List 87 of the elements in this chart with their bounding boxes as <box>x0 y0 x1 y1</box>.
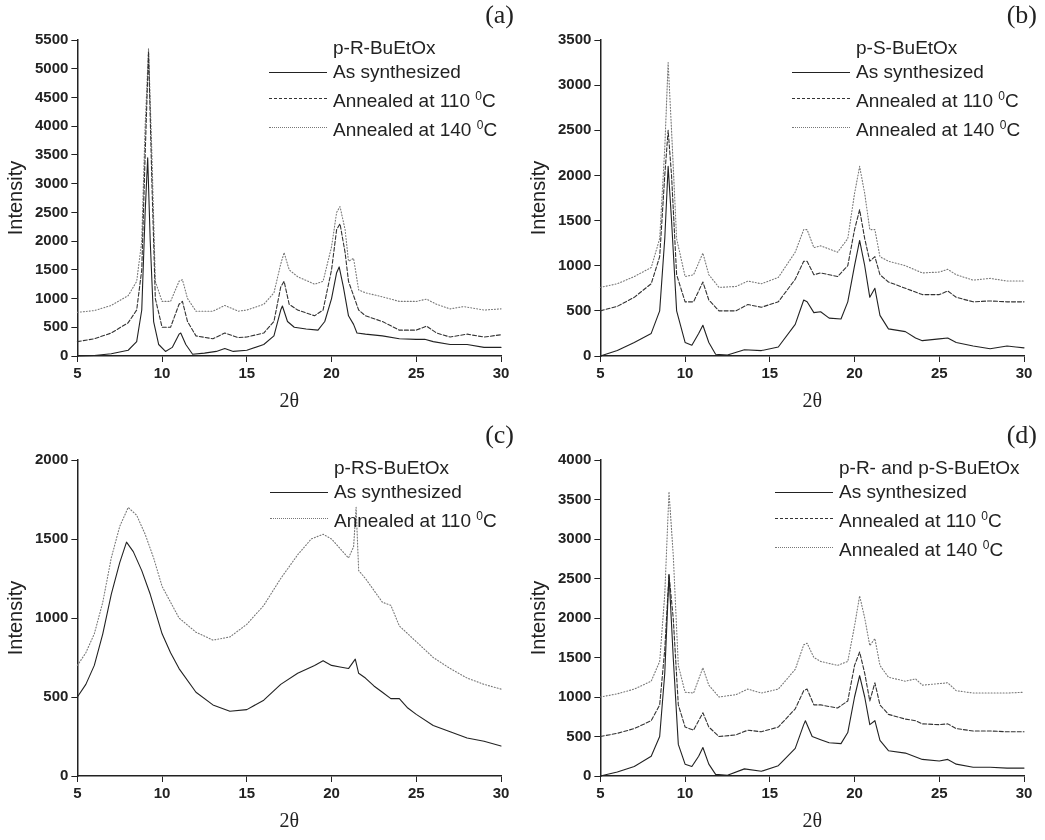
x-tick-label: 30 <box>492 784 510 802</box>
y-tick-label: 1000 <box>34 288 69 306</box>
x-tick-label: 20 <box>323 364 340 382</box>
legend-label: Annealed at 110 $^{0}$C <box>839 508 1002 534</box>
y-tick-label: 2500 <box>557 568 592 586</box>
y-tick-label: 500 <box>566 726 592 744</box>
y-tick-label: 1000 <box>557 687 592 705</box>
text: (d) <box>1006 420 1037 450</box>
y-tick-label: 1000 <box>34 608 69 626</box>
x-tick-label: 15 <box>761 364 779 382</box>
y-tick-label: 3500 <box>557 489 592 507</box>
x-tick-label: 20 <box>846 364 863 382</box>
x-tick-label: 5 <box>596 784 605 802</box>
text: (c) <box>485 420 514 450</box>
y-tick-label: 2000 <box>557 165 592 183</box>
x-tick-label: 15 <box>238 784 256 802</box>
y-tick-label: 3500 <box>557 30 592 48</box>
y-tick-label: 2500 <box>557 120 592 138</box>
x-tick-label: 30 <box>492 364 510 382</box>
x-tick-label: 25 <box>407 364 425 382</box>
y-tick-label: 3000 <box>34 173 69 191</box>
y-tick-label: 2000 <box>34 450 69 468</box>
legend-label: Annealed at 110 $^{0}$C <box>856 88 1019 114</box>
x-axis-title: 2θ <box>802 389 822 412</box>
legend-label: Annealed at 140 $^{0}$C <box>839 537 1004 563</box>
x-tick-label: 25 <box>930 784 948 802</box>
legend-label: As synthesized <box>856 60 984 84</box>
x-tick-label: 20 <box>846 784 863 802</box>
legend-label: Annealed at 110 $^{0}$C <box>333 88 496 114</box>
x-axis-title: 2θ <box>279 389 299 412</box>
x-tick-label: 15 <box>761 784 779 802</box>
legend-label: Annealed at 110 $^{0}$C <box>334 508 497 534</box>
y-tick-label: 3000 <box>557 75 592 93</box>
x-tick-label: 20 <box>323 784 340 802</box>
y-tick-label: 1000 <box>557 255 592 273</box>
legend-title: p-R- and p-S-BuEtOx <box>838 456 1020 480</box>
x-axis-title: 2θ <box>279 809 299 832</box>
y-tick-label: 4500 <box>34 87 69 105</box>
y-tick-label: 0 <box>60 346 69 364</box>
y-tick-label: 0 <box>583 766 592 784</box>
x-tick-label: 25 <box>930 364 948 382</box>
legend-label: Annealed at 140 $^{0}$C <box>333 117 498 143</box>
x-tick-label: 10 <box>153 364 171 382</box>
y-tick-label: 4000 <box>34 116 69 134</box>
y-tick-label: 3000 <box>557 529 592 547</box>
y-axis-title: Intensity <box>3 160 26 236</box>
text: (a) <box>485 0 514 30</box>
legend-title: p-S-BuEtOx <box>855 36 959 60</box>
y-tick-label: 3500 <box>34 145 69 163</box>
legend-label: As synthesized <box>334 480 462 504</box>
x-tick-label: 5 <box>73 784 82 802</box>
y-tick-label: 1500 <box>34 259 69 277</box>
line-series <box>76 506 502 690</box>
legend-label: Annealed at 140 $^{0}$C <box>856 117 1021 143</box>
y-tick-label: 0 <box>60 766 69 784</box>
y-tick-label: 0 <box>583 346 592 364</box>
text: (b) <box>1006 0 1037 30</box>
y-axis-title: Intensity <box>526 580 549 656</box>
legend-title: p-R-BuEtOx <box>332 36 437 60</box>
x-tick-label: 5 <box>596 364 605 382</box>
y-tick-label: 4000 <box>557 450 592 468</box>
y-tick-label: 1500 <box>557 647 592 665</box>
y-tick-label: 500 <box>566 301 592 318</box>
x-tick-label: 30 <box>1015 784 1033 802</box>
y-axis-title: Intensity <box>3 580 26 656</box>
x-tick-label: 25 <box>407 784 425 802</box>
y-tick-label: 1500 <box>557 210 592 228</box>
x-tick-label: 10 <box>153 784 171 802</box>
x-tick-label: 10 <box>676 364 694 382</box>
y-tick-label: 2500 <box>34 202 69 220</box>
y-tick-label: 2000 <box>557 608 592 626</box>
y-tick-label: 500 <box>43 317 69 335</box>
legend-title: p-RS-BuEtOx <box>333 456 451 480</box>
x-tick-label: 5 <box>73 364 82 382</box>
x-axis-title: 2θ <box>802 809 822 832</box>
y-tick-label: 500 <box>43 687 69 705</box>
x-tick-label: 15 <box>238 364 256 382</box>
legend-label: As synthesized <box>839 480 967 504</box>
legend-label: As synthesized <box>333 60 461 84</box>
x-tick-label: 10 <box>676 784 694 802</box>
y-tick-label: 1500 <box>34 529 69 547</box>
y-axis-title: Intensity <box>526 160 549 236</box>
y-tick-label: 5500 <box>34 30 69 48</box>
y-tick-label: 5000 <box>34 58 69 76</box>
line-series <box>599 62 1025 288</box>
x-tick-label: 30 <box>1015 364 1033 382</box>
y-tick-label: 2000 <box>34 231 69 249</box>
